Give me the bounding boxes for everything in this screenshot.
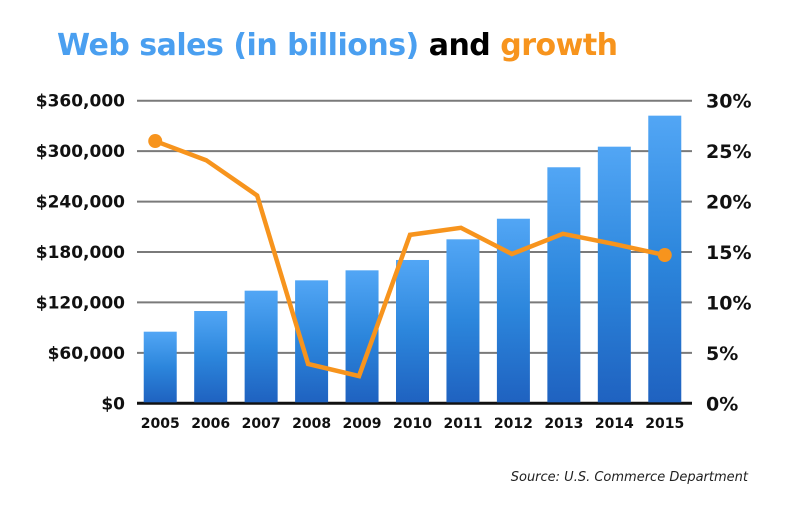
- source-note: Source: U.S. Commerce Department: [510, 470, 748, 485]
- x-tick-label: 2009: [343, 416, 382, 432]
- left-tick-label: $0: [101, 394, 125, 414]
- right-tick-label: 30%: [706, 91, 751, 113]
- right-tick-label: 5%: [706, 343, 738, 365]
- title-part: growth: [500, 28, 618, 63]
- right-tick-label: 25%: [706, 141, 751, 163]
- bar: [496, 218, 530, 403]
- growth-marker: [148, 134, 163, 149]
- chart-title: Web sales (in billions) and growth: [57, 28, 618, 63]
- x-tick-label: 2008: [292, 416, 331, 432]
- title-part: and: [418, 28, 501, 63]
- x-tick-label: 2012: [494, 416, 533, 432]
- bar: [446, 239, 480, 403]
- growth-line: [154, 138, 666, 379]
- x-tick-label: 2006: [191, 416, 230, 432]
- left-tick-label: $180,000: [36, 243, 125, 263]
- left-tick-label: $240,000: [36, 193, 125, 213]
- bar: [547, 167, 581, 403]
- right-tick-label: 0%: [706, 393, 738, 415]
- x-tick-label: 2007: [242, 416, 281, 432]
- right-tick-label: 20%: [706, 192, 751, 214]
- x-tick-label: 2015: [645, 416, 684, 432]
- bar: [194, 311, 228, 403]
- x-tick-label: 2005: [141, 416, 180, 432]
- left-tick-label: $360,000: [36, 92, 125, 112]
- x-tick-label: 2014: [595, 416, 634, 432]
- bar: [396, 259, 429, 403]
- right-tick-label: 10%: [706, 292, 751, 314]
- bar: [244, 290, 278, 403]
- bar: [597, 146, 631, 403]
- left-tick-label: $300,000: [36, 142, 125, 162]
- title-part: Web sales (in billions): [57, 28, 419, 63]
- left-tick-label: $60,000: [48, 344, 126, 364]
- left-tick-label: $120,000: [36, 293, 125, 313]
- growth-marker: [657, 248, 672, 263]
- x-tick-label: 2013: [544, 416, 583, 432]
- right-tick-label: 15%: [706, 242, 751, 264]
- x-tick-label: 2011: [443, 416, 482, 432]
- bar: [143, 331, 177, 403]
- x-tick-label: 2010: [393, 416, 432, 432]
